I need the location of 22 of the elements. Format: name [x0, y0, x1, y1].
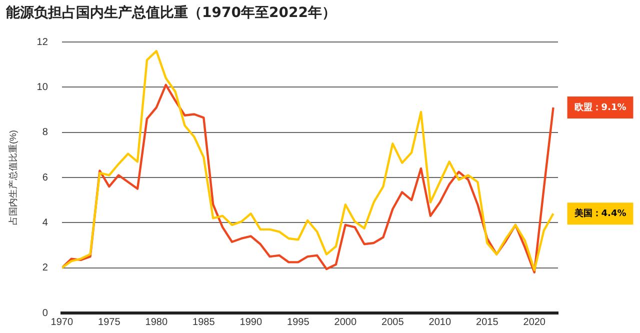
- y-tick-label: 2: [42, 262, 48, 274]
- y-tick-label: 12: [36, 36, 48, 48]
- x-tick-label: 1980: [145, 316, 168, 328]
- y-axis-title: 占国内生产总值比重(%): [8, 130, 18, 225]
- y-tick-label: 10: [36, 82, 48, 93]
- x-tick-label: 1970: [50, 316, 74, 328]
- x-tick-label: 2020: [523, 316, 546, 328]
- x-tick-label: 2005: [382, 316, 404, 328]
- x-tick-label: 2010: [428, 316, 452, 328]
- x-tick-label: 1975: [98, 316, 121, 328]
- x-tick-label: 1995: [287, 316, 310, 328]
- annotation: 欧盟：9.1%: [574, 102, 626, 113]
- x-tick-label: 1990: [240, 316, 262, 328]
- annotation: 美国：4.4%: [573, 208, 626, 219]
- x-tick-label: 2015: [476, 316, 499, 328]
- x-tick-label: 2000: [334, 316, 357, 328]
- y-tick-label: 4: [42, 217, 48, 228]
- x-tick-label: 1985: [192, 316, 216, 328]
- y-tick-label: 8: [42, 127, 48, 138]
- y-tick-label: 0: [42, 308, 48, 319]
- y-tick-label: 6: [42, 172, 48, 184]
- chart-title: 能源负担占国内生产总值比重（1970年至2022年）: [6, 4, 336, 22]
